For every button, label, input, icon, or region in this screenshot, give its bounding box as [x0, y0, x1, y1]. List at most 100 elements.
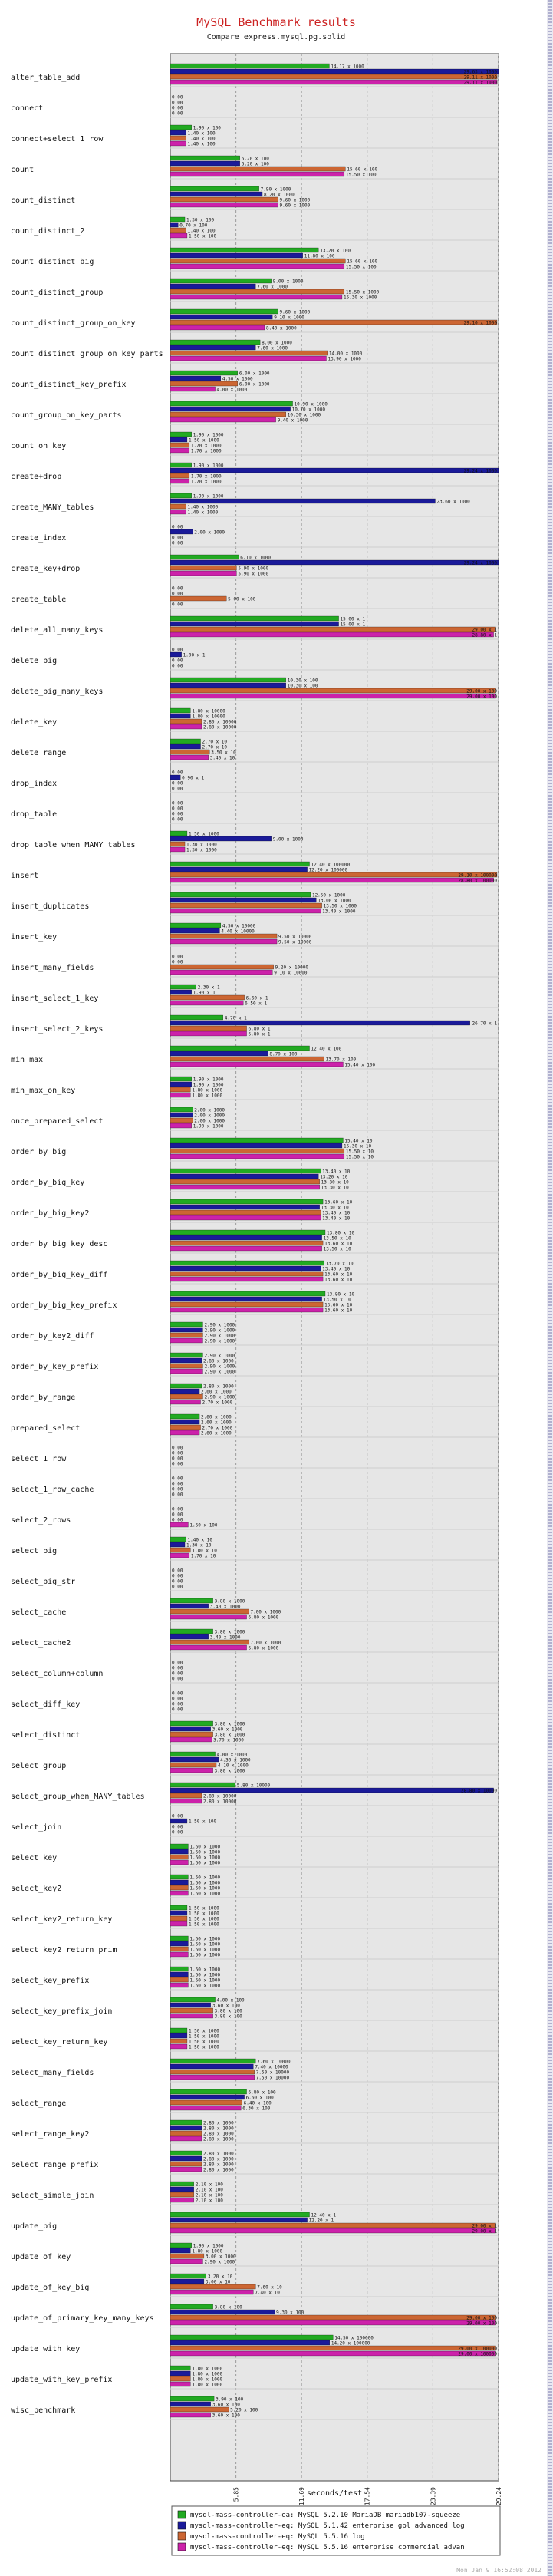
bar	[170, 227, 186, 233]
bar-value-label: 0.00	[172, 955, 183, 960]
bar-value-label: 2.80 x 1000	[203, 1359, 234, 1364]
bar-value-label: 1.60 x 1000	[189, 1978, 220, 1984]
category-label: count_distinct_2	[11, 227, 84, 236]
bar-value-label: 3.80 x 100	[215, 2014, 243, 2020]
bar-value-label: 1.60 x 1000	[189, 1845, 220, 1850]
bar	[170, 984, 196, 990]
bar-value-label: 13.50 x 10	[324, 1236, 352, 1242]
bar-value-label: 1.90 x 1	[193, 991, 216, 996]
bar-value-label: 13.40 x 10	[322, 1267, 351, 1272]
bar-value-label: 0.00	[172, 95, 183, 101]
bar	[170, 1215, 321, 1221]
bar-value-label: 1.50 x 1000	[189, 2029, 219, 2034]
bar-value-label: 2.90 x 1000	[204, 1354, 235, 1359]
bar	[170, 2320, 496, 2326]
bar	[170, 1737, 212, 1743]
bar	[170, 478, 190, 484]
bar-value-label: 3.80 x 1000	[215, 1630, 245, 1635]
bar	[170, 1547, 191, 1553]
bar	[170, 1536, 186, 1542]
bar-value-label: 0.00	[172, 781, 183, 787]
bar-value-label: 14.50 x 100000	[334, 2336, 374, 2341]
bar	[170, 431, 192, 437]
bar-value-label: 6.80 x 1	[249, 1027, 271, 1032]
bar-value-label: 1.30 x 1000	[186, 848, 217, 853]
scrollbar-thumb[interactable]	[548, 0, 552, 2576]
bar-value-label: 2.00 x 1000	[194, 1113, 225, 1119]
category-label: select_simple_join	[11, 2192, 94, 2200]
bar-value-label: 29.00 x 100	[466, 2316, 497, 2321]
bar-value-label: 1.80 x 10000	[192, 709, 225, 714]
bar-value-label: 9.40 x 1000	[278, 418, 308, 424]
bar-value-label: 0.00	[172, 1476, 183, 1482]
bar	[170, 2074, 255, 2080]
category-label: count_distinct_group	[11, 289, 103, 297]
category-label: create_table	[11, 595, 66, 604]
bar-value-label: 7.00 x 1000	[250, 1641, 281, 1646]
bar	[170, 1542, 186, 1548]
bar-value-label: 6.20 x 100	[242, 157, 270, 162]
bar-value-label: 1.50 x 100	[189, 234, 217, 239]
bar	[170, 1168, 321, 1174]
bar	[170, 2376, 191, 2382]
bar	[170, 1235, 322, 1241]
bar-value-label: 2.90 x 1000	[204, 1395, 235, 1400]
bar	[170, 749, 210, 755]
bar-value-label: 1.60 x 1000	[189, 1953, 220, 1958]
category-label: order_by_big	[11, 1148, 66, 1156]
bar-value-label: 4.30 x 1000	[220, 1758, 251, 1763]
bar-value-label: 6.60 x 100	[246, 2096, 275, 2101]
category-label: once_prepared_select	[11, 1117, 103, 1126]
bar	[170, 1296, 322, 1302]
category-label: count_distinct_group_on_key_parts	[11, 350, 163, 358]
bar-value-label: 1.90 x 1000	[193, 463, 224, 469]
bar	[170, 1245, 322, 1252]
bar	[170, 1307, 324, 1313]
bar	[170, 2069, 255, 2075]
bar-value-label: 1.60 x 1000	[189, 1875, 220, 1881]
bar	[170, 1092, 191, 1098]
bar	[170, 892, 311, 898]
bar-value-label: 13.80 x 10	[327, 1231, 355, 1236]
category-label: update_of_key_big	[11, 2284, 89, 2292]
bar	[170, 682, 286, 688]
category-label: delete_big_many_keys	[11, 688, 103, 696]
category-label: select_many_fields	[11, 2069, 94, 2077]
bar	[170, 1966, 189, 1972]
bar-value-label: 4.40 x 10000	[221, 929, 255, 935]
bar	[170, 1357, 202, 1364]
bar-value-label: 2.90 x 1000	[204, 1364, 235, 1370]
bar-value-label: 1.80 x 1000	[192, 2377, 222, 2383]
bar-value-label: 2.90 x 1000	[204, 1370, 235, 1375]
bar-value-label: 12.40 x 1	[311, 2213, 337, 2218]
bar-value-label: 2.80 x 1000	[203, 2168, 234, 2173]
bar	[170, 1915, 188, 1921]
bar-value-label: 7.60 x 1000	[257, 285, 288, 290]
bar	[170, 1051, 268, 1057]
category-label: select_group	[11, 1762, 66, 1770]
bar	[170, 2222, 496, 2228]
bar-value-label: 3.80 x 1000	[215, 1769, 245, 1774]
bar	[170, 2345, 496, 2351]
bar-value-label: 29.00 x 1	[472, 2224, 497, 2229]
bar	[170, 2228, 496, 2234]
bar-value-label: 13.70 x 100	[326, 1057, 357, 1063]
bar	[170, 897, 317, 903]
bar	[170, 1552, 190, 1558]
bar-value-label: 9.00 x 1000	[273, 279, 304, 285]
bar-value-label: 3.00 x 1000	[206, 2254, 236, 2260]
bar-value-label: 1.50 x 1000	[189, 438, 219, 444]
bar-value-label: 9.10 x 1000	[274, 315, 304, 321]
bar-value-label: 0.00	[172, 648, 183, 653]
category-label: connect	[11, 104, 43, 113]
bar	[170, 79, 498, 85]
bar-value-label: 1.90 x 1000	[193, 1124, 224, 1130]
bar-value-label: 13.60 x 10	[324, 1303, 353, 1308]
category-label: insert_many_fields	[11, 964, 94, 972]
bar-value-label: 1.90 x 1000	[193, 2244, 224, 2249]
legend-label: mysql-mass-controller-ea: MySQL 5.2.10 M…	[190, 2512, 460, 2519]
bar	[170, 2365, 191, 2371]
bar-value-label: 0.00	[172, 787, 183, 792]
bar-value-label: 29.00 x 100	[466, 2321, 497, 2327]
